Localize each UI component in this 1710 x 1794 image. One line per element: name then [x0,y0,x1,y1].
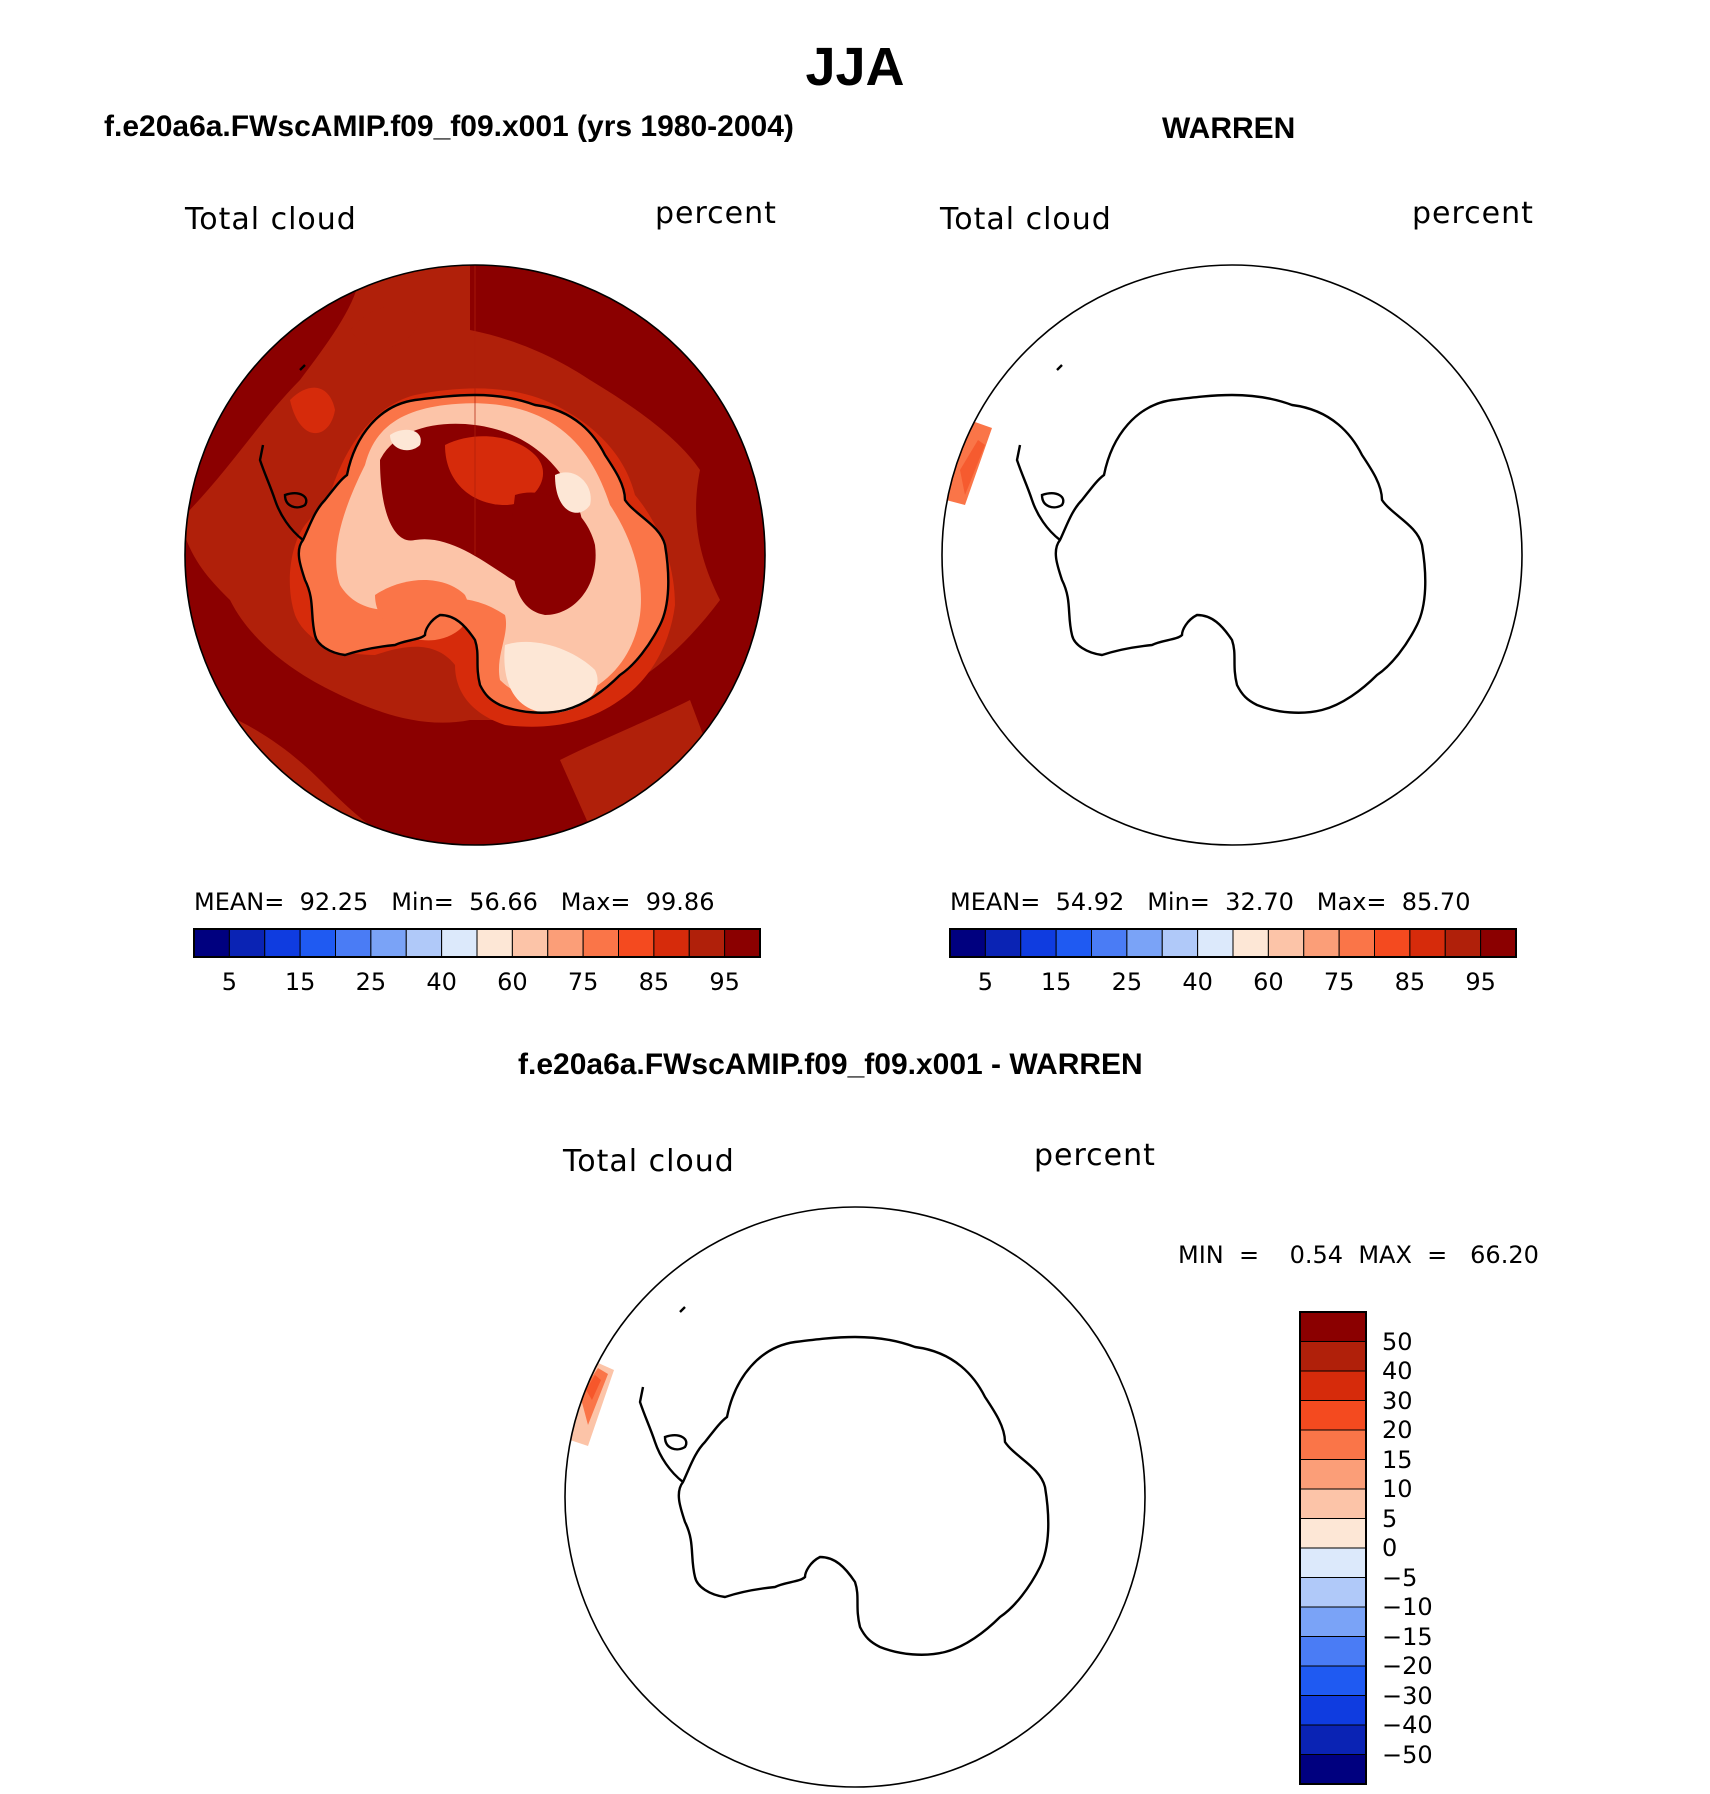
colorbar-tick-label: 25 [1111,968,1143,996]
colorbar-swatch [1299,1724,1367,1755]
colorbar-tick-label: 0 [1382,1534,1398,1562]
colorbar-swatch [1299,1341,1367,1372]
colorbar-swatch [1299,1429,1367,1460]
colorbar-swatch [1299,1665,1367,1696]
panel-2-stats: MEAN= 54.92 Min= 32.70 Max= 85.70 [950,888,1470,916]
min-label: Min= [368,888,470,916]
difference-units: percent [1034,1138,1156,1173]
colorbar-swatch [335,928,372,958]
colorbar-swatch [299,928,337,958]
panel-2-variable: Total cloud [940,202,1112,237]
diff-max-value: 66.20 [1470,1241,1539,1269]
colorbar-tick-label: −20 [1382,1652,1433,1680]
colorbar-swatch [1299,1311,1367,1342]
panel-1-stats: MEAN= 92.25 Min= 56.66 Max= 99.86 [194,888,714,916]
colorbar-tick-label: −5 [1382,1563,1418,1592]
panel-2-title: WARREN [1162,112,1296,145]
colorbar-tick-label: 10 [1382,1475,1413,1503]
colorbar-tick-label: 85 [1394,968,1426,996]
colorbar-tick-label: −50 [1382,1740,1433,1769]
figure-title: JJA [805,37,905,97]
colorbar-frame [949,928,1517,958]
diff-min-label: MIN = [1178,1241,1260,1269]
difference-colorbar [1299,1311,1367,1785]
diff-min-value: 0.54 [1289,1241,1344,1269]
max-label: Max= [537,888,646,916]
colorbar-tick-label: 95 [709,968,740,996]
colorbar-swatch [1338,928,1376,958]
colorbar-tick-label: 75 [1323,968,1355,996]
colorbar-tick-label: 50 [1382,1327,1413,1356]
panel-2-colorbar [949,928,1517,958]
colorbar-tick-label: −10 [1382,1593,1433,1621]
colorbar-swatch [1299,1488,1367,1519]
difference-min-max: MIN = 0.54 MAX = 66.20 [1178,1241,1539,1269]
colorbar-tick-label: −15 [1382,1622,1433,1651]
mean-value: 54.92 [1055,888,1125,916]
diff-max-label: MAX = [1358,1241,1448,1269]
colorbar-swatch [1299,1606,1367,1637]
colorbar-tick-label: 15 [1382,1445,1413,1474]
min-value: 32.70 [1225,888,1294,916]
max-value: 85.70 [1401,888,1471,916]
mean-label: MEAN= [950,888,1056,916]
colorbar-frame [193,928,761,958]
colorbar-tick-label: 15 [1040,968,1072,996]
colorbar-tick-label: 75 [567,968,599,996]
max-label: Max= [1293,888,1402,916]
colorbar-swatch [1232,928,1269,958]
colorbar-swatch [547,928,584,958]
panel-1-variable: Total cloud [185,202,357,237]
difference-variable: Total cloud [563,1144,735,1179]
colorbar-tick-label: 85 [638,968,670,996]
colorbar-tick-label: 40 [1182,968,1213,996]
panel-2-units: percent [1412,196,1534,231]
colorbar-swatch [228,928,266,958]
colorbar-tick-label: −30 [1382,1681,1433,1710]
colorbar-swatch [1299,1695,1367,1726]
mean-value: 92.25 [299,888,369,916]
colorbar-swatch [1303,928,1340,958]
colorbar-tick-label: 25 [355,968,387,996]
colorbar-swatch [1197,928,1234,958]
colorbar-swatch [1020,928,1057,958]
colorbar-tick-label: 5 [1382,1504,1398,1533]
colorbar-tick-label: 60 [1253,968,1284,996]
colorbar-tick-label: −40 [1382,1711,1433,1739]
colorbar-swatch [1299,1754,1367,1785]
colorbar-swatch [1091,928,1128,958]
panel-1-colorbar [193,928,761,958]
colorbar-swatch [1299,1547,1367,1578]
max-value: 99.86 [645,888,715,916]
colorbar-swatch [1299,1636,1367,1667]
colorbar-tick-label: 30 [1382,1386,1413,1415]
min-value: 56.66 [469,888,538,916]
colorbar-tick-label: 20 [1382,1416,1413,1444]
colorbar-swatch [1299,1400,1367,1431]
colorbar-swatch [1299,1459,1367,1490]
colorbar-tick-label: 95 [1465,968,1496,996]
difference-title: f.e20a6a.FWscAMIP.f09_f09.x001 - WARREN [518,1048,1143,1081]
min-label: Min= [1124,888,1226,916]
colorbar-swatch [476,928,513,958]
mean-label: MEAN= [194,888,300,916]
colorbar-tick-label: 5 [221,968,238,996]
colorbar-swatch [1299,1370,1367,1401]
colorbar-swatch [1299,1577,1367,1608]
colorbar-swatch [1299,1518,1367,1549]
colorbar-tick-label: 40 [426,968,457,996]
colorbar-tick-label: 60 [497,968,528,996]
colorbar-frame [1299,1311,1367,1785]
colorbar-tick-label: 40 [1382,1357,1413,1385]
panel-1-title: f.e20a6a.FWscAMIP.f09_f09.x001 (yrs 1980… [104,110,794,143]
colorbar-tick-label: 15 [284,968,316,996]
panel-1-units: percent [655,196,777,231]
colorbar-tick-label: 5 [977,968,994,996]
